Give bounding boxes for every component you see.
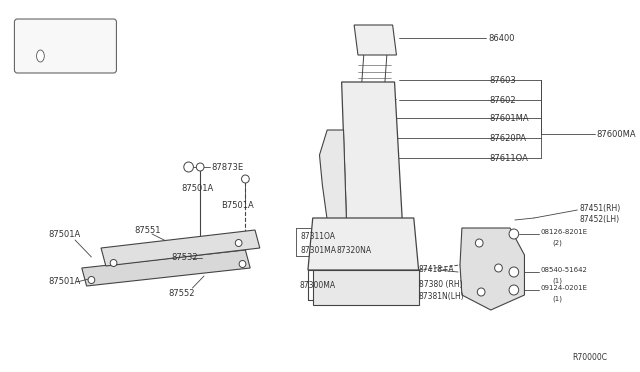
Text: 87300MA: 87300MA: [300, 282, 335, 291]
Text: 87601MA: 87601MA: [490, 113, 529, 122]
Circle shape: [495, 264, 502, 272]
Circle shape: [239, 260, 246, 267]
Text: 08540-51642: 08540-51642: [541, 267, 588, 273]
Text: 87501A: 87501A: [48, 230, 81, 238]
Polygon shape: [354, 25, 396, 55]
Text: 87381N(LH): 87381N(LH): [419, 292, 465, 301]
Circle shape: [110, 260, 117, 266]
Text: (1): (1): [552, 296, 563, 302]
Text: 87532: 87532: [172, 253, 198, 263]
Text: 87552: 87552: [168, 289, 195, 298]
Circle shape: [241, 175, 249, 183]
Polygon shape: [313, 270, 419, 305]
Text: 86400: 86400: [488, 33, 515, 42]
Text: 87320NA: 87320NA: [337, 246, 372, 254]
Circle shape: [509, 267, 518, 277]
Text: 87551: 87551: [135, 225, 161, 234]
Polygon shape: [319, 130, 346, 220]
Ellipse shape: [36, 50, 44, 62]
Circle shape: [509, 229, 518, 239]
Text: 87873E: 87873E: [212, 163, 244, 171]
Text: 87501A: 87501A: [48, 278, 81, 286]
Text: 87620PA: 87620PA: [490, 134, 527, 142]
Text: B: B: [512, 231, 516, 237]
Text: 87501A: 87501A: [181, 183, 213, 192]
Text: 87380 (RH): 87380 (RH): [419, 279, 462, 289]
Text: 87603: 87603: [490, 76, 516, 84]
Circle shape: [477, 288, 485, 296]
Bar: [25, 32, 46, 60]
Bar: [51, 46, 72, 62]
Polygon shape: [308, 218, 419, 270]
Bar: [77, 28, 108, 64]
Polygon shape: [342, 82, 403, 220]
Text: B7501A: B7501A: [221, 201, 254, 209]
Text: 87451(RH): 87451(RH): [579, 203, 621, 212]
Text: 87611OA: 87611OA: [490, 154, 529, 163]
Text: (2): (2): [552, 240, 562, 246]
Text: 08126-8201E: 08126-8201E: [541, 229, 588, 235]
Text: R70000C: R70000C: [573, 353, 607, 362]
Circle shape: [509, 285, 518, 295]
Circle shape: [236, 240, 242, 247]
Text: 87602: 87602: [490, 96, 516, 105]
Circle shape: [88, 276, 95, 283]
Text: B: B: [512, 288, 516, 292]
Text: (1): (1): [552, 278, 563, 284]
Polygon shape: [460, 228, 524, 310]
Circle shape: [184, 162, 193, 172]
Text: 87301MA: 87301MA: [300, 246, 336, 254]
Circle shape: [196, 163, 204, 171]
Text: 87311OA: 87311OA: [300, 231, 335, 241]
Text: 09124-0201E: 09124-0201E: [541, 285, 588, 291]
Circle shape: [476, 239, 483, 247]
FancyBboxPatch shape: [15, 19, 116, 73]
Text: 87418+A: 87418+A: [419, 266, 454, 275]
Text: 87452(LH): 87452(LH): [579, 215, 620, 224]
Polygon shape: [101, 230, 260, 266]
Text: 87600MA: 87600MA: [596, 129, 636, 138]
Text: S: S: [512, 269, 516, 275]
Bar: [51, 30, 72, 44]
Polygon shape: [82, 250, 250, 286]
